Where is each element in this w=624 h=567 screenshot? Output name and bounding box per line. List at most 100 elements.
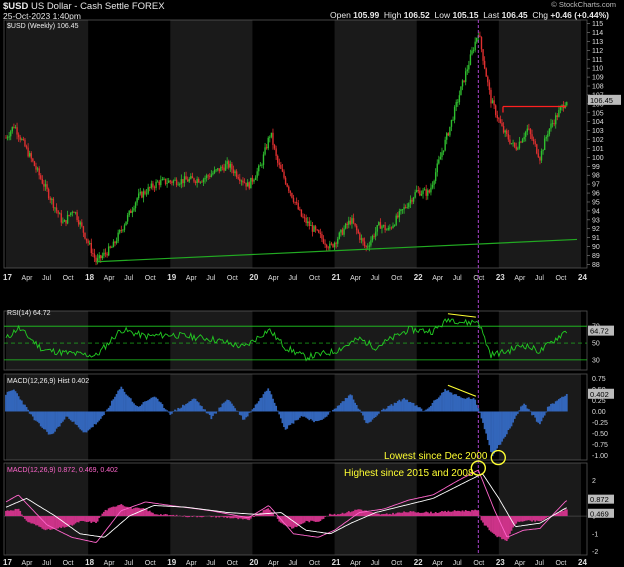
candle-body	[250, 177, 252, 189]
candle-body	[433, 180, 435, 185]
macd-hist-bar	[319, 516, 322, 521]
hist-bar	[496, 411, 499, 449]
macd-hist-bar	[234, 516, 236, 518]
macd-hist-bar	[428, 513, 431, 517]
hist-bar	[294, 411, 296, 421]
hist-bar	[409, 401, 412, 412]
hist-bar	[466, 397, 469, 412]
candle-body	[261, 164, 263, 166]
hist-bar	[502, 411, 505, 439]
hist-bar	[99, 411, 102, 419]
macd-hist-bar	[365, 510, 368, 517]
hist-bar	[398, 399, 401, 412]
candle-body	[466, 69, 468, 72]
macd-hist-bar	[562, 510, 565, 517]
candle-body	[57, 210, 59, 214]
candle-body	[235, 171, 238, 178]
candles	[5, 31, 568, 266]
candle-body	[169, 180, 171, 182]
candle-body	[545, 136, 547, 139]
hist-bar	[202, 409, 205, 412]
macd-hist-bar	[31, 516, 34, 524]
macd-hist-bar	[450, 511, 453, 517]
candle-body	[36, 168, 39, 170]
hist-bar	[186, 403, 189, 412]
candle-body	[464, 71, 467, 82]
candle-body	[534, 141, 536, 145]
hist-bar	[464, 398, 467, 412]
candle-body	[41, 178, 44, 184]
macd-hist-bar	[281, 516, 284, 524]
year-shade	[6, 20, 89, 268]
price-tick-label: 105	[592, 110, 604, 117]
macd-hist-bar	[286, 516, 289, 527]
hist-bar	[553, 403, 556, 412]
hist-bar	[185, 403, 187, 412]
macd-hist-bar	[14, 508, 17, 517]
hist-bar	[545, 411, 548, 413]
hist-bar	[61, 411, 64, 422]
candle-body	[404, 207, 407, 208]
hist-bar	[19, 399, 22, 412]
macd-hist-bar	[103, 511, 105, 517]
candle-body	[103, 252, 105, 256]
macd-hist-bar	[164, 513, 167, 517]
candle-body	[160, 180, 162, 186]
candle-body	[548, 128, 551, 135]
macd-hist-bar	[287, 516, 290, 527]
candle-body	[493, 100, 495, 106]
candle-body	[46, 184, 48, 190]
candle-body	[446, 133, 448, 140]
macd-hist-bar	[412, 511, 415, 517]
hist-bar	[152, 397, 154, 412]
hist-bar	[28, 411, 31, 414]
hist-bar	[385, 408, 388, 412]
hist-bar	[309, 411, 312, 419]
year-shade	[334, 311, 417, 370]
hist-bar	[390, 404, 393, 412]
candle-body	[509, 139, 511, 144]
candle-body	[51, 198, 53, 200]
macd-hist-bar	[418, 512, 421, 517]
hist-bar	[529, 410, 532, 412]
hist-bar	[450, 392, 453, 412]
candle-body	[496, 115, 498, 119]
candle-body	[559, 107, 562, 111]
macd-hist-bar	[212, 516, 214, 517]
macd-hist-bar	[512, 516, 514, 528]
macd-hist-bar	[68, 516, 71, 526]
macd-hist-bar	[425, 511, 428, 517]
candle-body	[299, 209, 301, 211]
candle-body	[517, 148, 519, 150]
macd-hist-bar	[17, 508, 20, 517]
price-x-tick: 18	[85, 273, 94, 282]
candle-body	[30, 153, 32, 159]
candle-body	[65, 220, 67, 224]
candle-body	[403, 207, 405, 210]
hist-bar	[196, 401, 199, 412]
candle-body	[158, 181, 160, 186]
candle-body	[550, 123, 552, 129]
macd-hist-bar	[218, 516, 221, 518]
macd-x-tick: Jul	[371, 560, 380, 567]
hist-bar	[43, 411, 45, 430]
macd-hist-bar	[311, 516, 314, 521]
macd-hist-bar	[526, 516, 529, 521]
macd-hist-bar	[46, 516, 48, 530]
hist-bar	[469, 398, 472, 412]
candle-body	[502, 126, 505, 133]
hist-bar	[24, 404, 26, 412]
candle-body	[485, 68, 487, 77]
candle-body	[231, 163, 233, 170]
candle-body	[111, 247, 113, 249]
hist-bar	[526, 408, 529, 412]
price-tick-label: 96	[592, 191, 600, 198]
candle-body	[529, 129, 532, 135]
candle-body	[204, 178, 206, 180]
hist-bar	[188, 401, 191, 412]
candle-body	[122, 229, 124, 231]
macd-hist-bar	[145, 509, 148, 517]
candle-body	[114, 241, 116, 244]
candle-body	[259, 165, 262, 167]
candle-body	[164, 178, 167, 184]
